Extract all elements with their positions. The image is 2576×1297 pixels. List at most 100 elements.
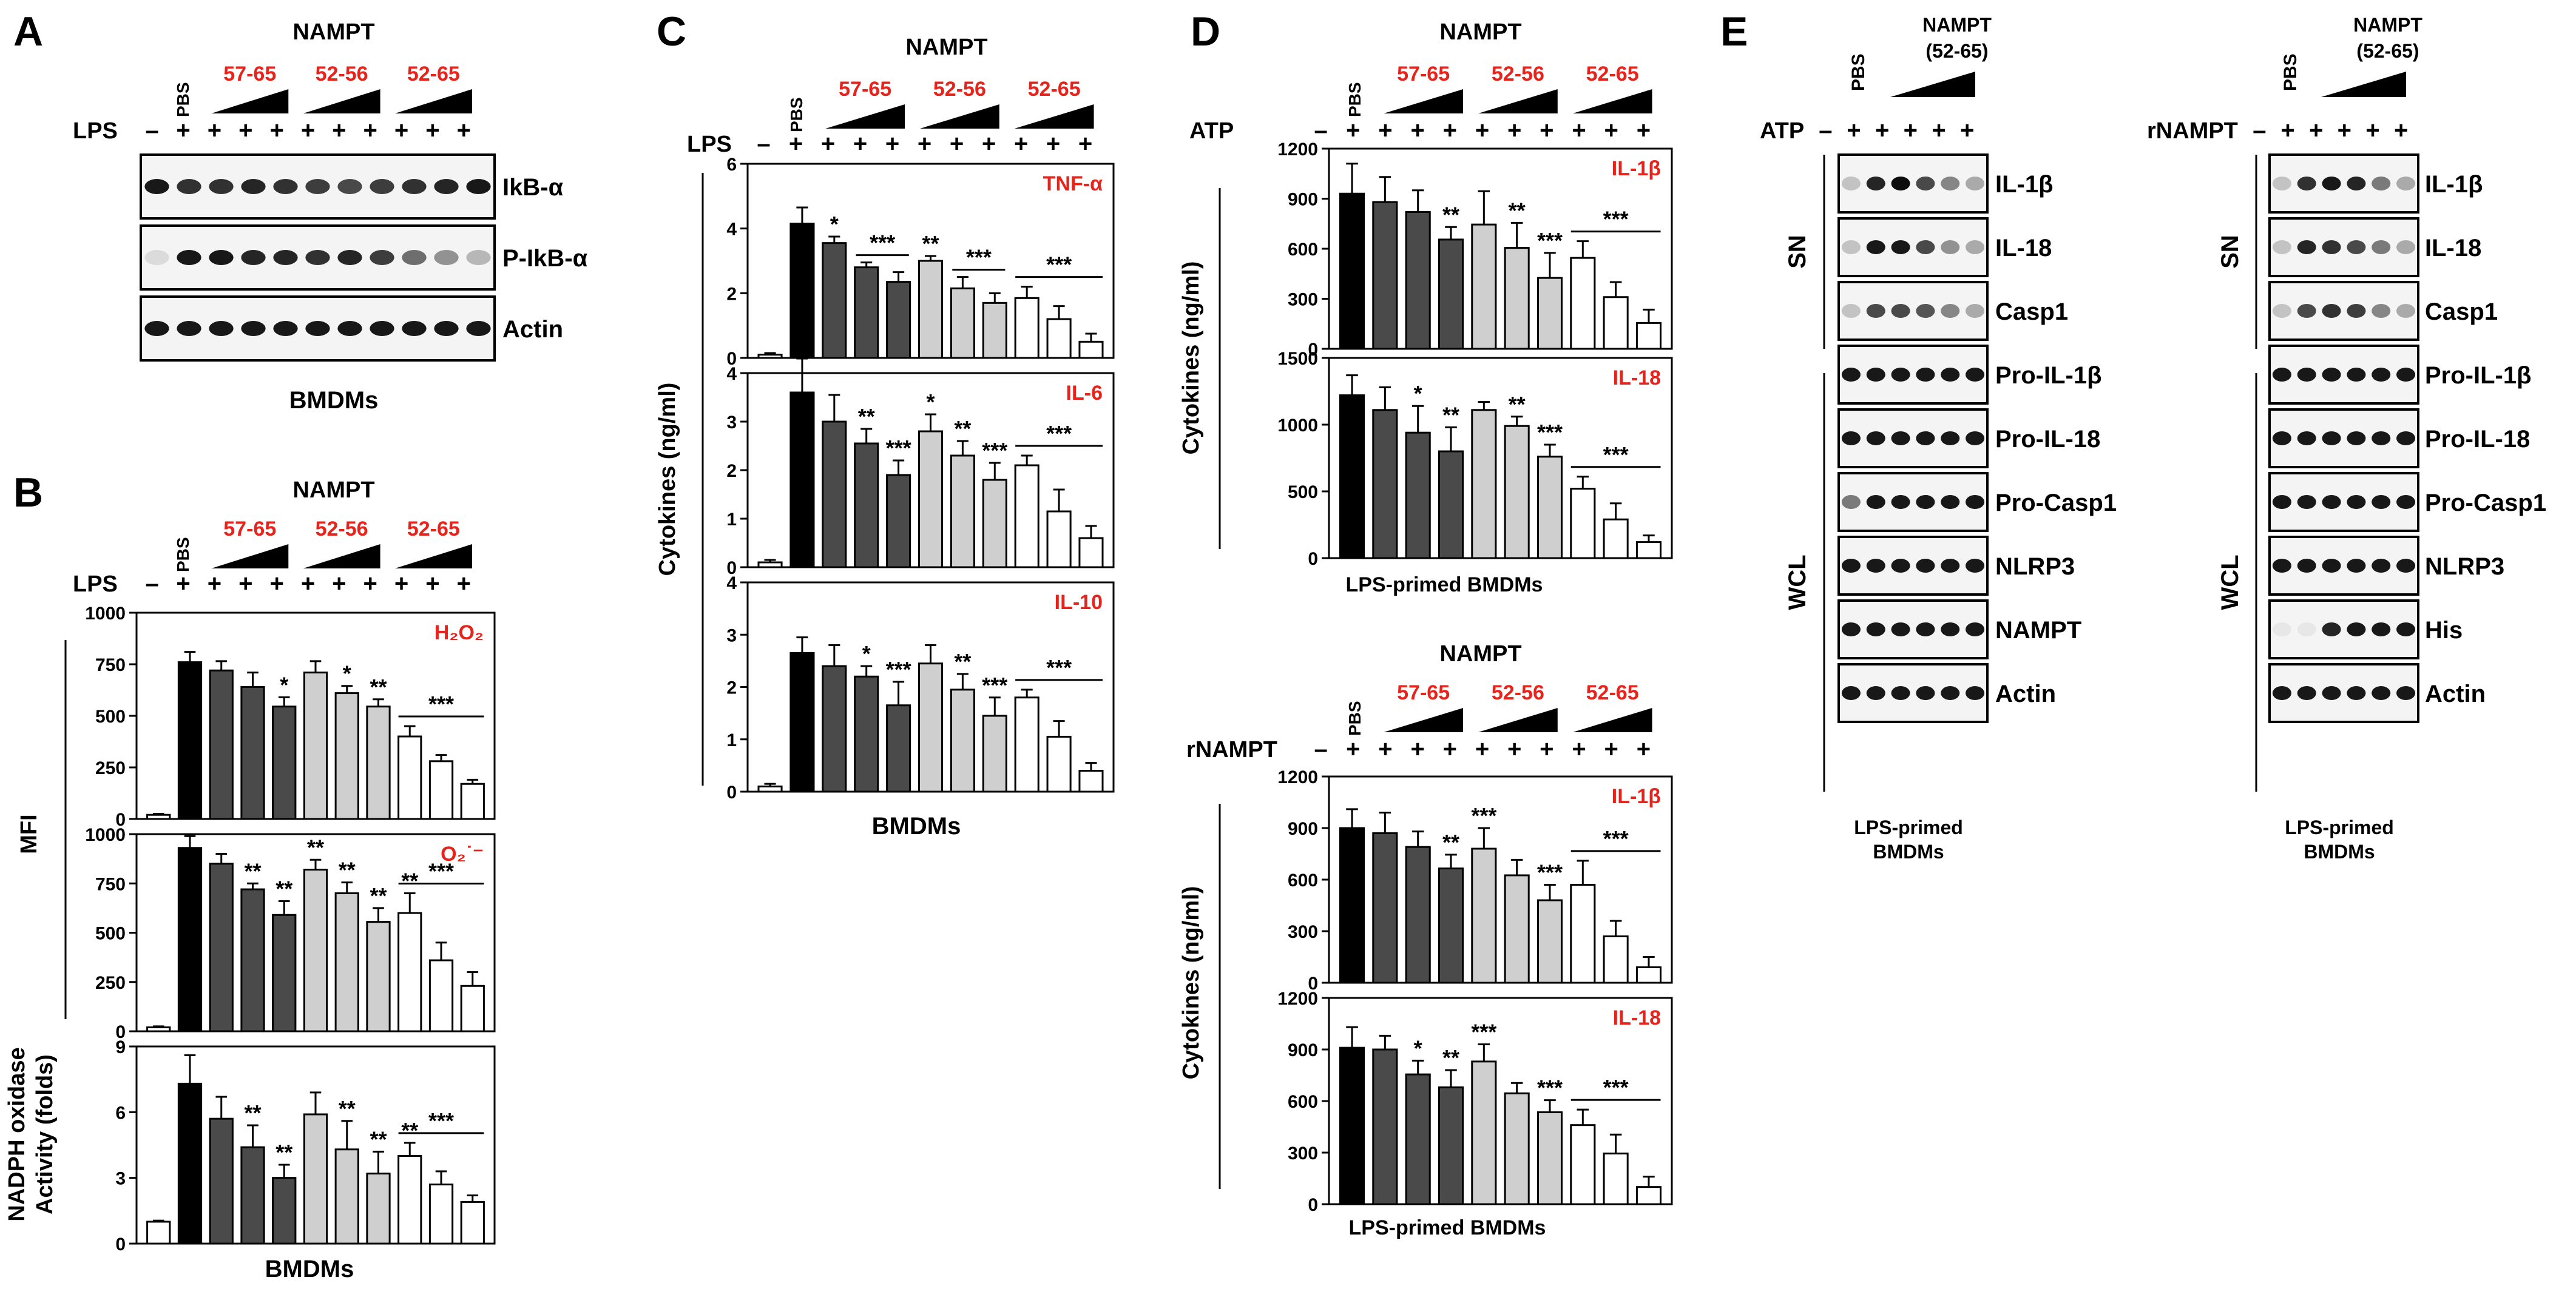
- blot-strip: [1837, 281, 1989, 341]
- panel-b-group-header: PBS 57-65 52-56 52-65: [174, 517, 472, 572]
- blot-band: [144, 250, 169, 265]
- blot-band: [1941, 686, 1960, 701]
- blot-band: [1916, 622, 1935, 637]
- treatment-sign: +: [1507, 736, 1521, 763]
- bar: [950, 287, 975, 359]
- treatment-sign: +: [238, 117, 252, 144]
- y-tick-label: 1000: [1277, 416, 1318, 436]
- panel-e-right-cell-label-2: BMDMs: [2304, 841, 2375, 863]
- bar: [146, 814, 171, 820]
- blot-label: NLRP3: [2425, 553, 2504, 580]
- y-tick-label: 4: [726, 573, 737, 593]
- blot-band: [1966, 494, 1985, 510]
- blot-band: [2371, 494, 2391, 510]
- chart-title: IL-18: [1613, 1006, 1661, 1029]
- bar: [1078, 770, 1104, 793]
- blot-label: NLRP3: [1995, 553, 2075, 580]
- significance-label: **: [1442, 202, 1459, 227]
- blot-band: [2371, 303, 2391, 318]
- blot-band: [1916, 303, 1935, 318]
- bar: [950, 689, 975, 793]
- treatment-sign: +: [1046, 130, 1060, 157]
- panel-d-group-header-bottom: PBS 57-65 52-56 52-65: [1345, 681, 1652, 736]
- treatment-sign: –: [1314, 736, 1327, 763]
- chart-title: IL-18: [1613, 366, 1661, 389]
- bar: [1603, 296, 1629, 350]
- panel-c-cell-label: BMDMs: [872, 813, 961, 840]
- y-tick-label: 0: [115, 1022, 126, 1042]
- bar: [334, 1148, 359, 1245]
- significance-label: ***: [966, 245, 992, 270]
- header-group-label: 52-56: [316, 62, 368, 86]
- significance-label: ***: [870, 231, 895, 255]
- bar: [334, 692, 359, 820]
- treatment-sign: +: [2280, 117, 2294, 144]
- blot-band: [402, 321, 427, 336]
- blot-band: [337, 250, 362, 265]
- header-dose-wedge: [303, 544, 380, 568]
- blot-band: [305, 321, 330, 336]
- significance-label: **: [307, 835, 324, 860]
- bar: [1014, 696, 1040, 793]
- panel-e-right-wcl-label: WCL: [2217, 554, 2243, 610]
- blot-band: [2371, 622, 2391, 637]
- blot-strip: [1837, 536, 1989, 596]
- significance-label: **: [954, 416, 971, 441]
- y-tick-label: 750: [95, 655, 126, 675]
- significance-label: ***: [1537, 228, 1563, 253]
- treatment-sign: +: [363, 570, 377, 597]
- significance-label: **: [954, 649, 971, 674]
- panel-a-blots: IkB-α P-IkB-α Actin: [140, 153, 588, 362]
- y-tick-label: 300: [1288, 1144, 1318, 1164]
- significance-label: **: [370, 1127, 387, 1151]
- blot-band: [2396, 240, 2416, 255]
- blot-strip: [2268, 599, 2419, 659]
- header-group-label: 52-65: [1586, 681, 1639, 704]
- bar: [757, 785, 783, 793]
- panel-e-right-nampt: NAMPT: [2353, 14, 2422, 36]
- blot-band: [241, 250, 266, 265]
- bar: [366, 1172, 391, 1245]
- y-tick-label: 1200: [1277, 767, 1318, 787]
- bar: [1046, 735, 1072, 793]
- treatment-sign: +: [2338, 117, 2351, 144]
- blot-band: [144, 179, 169, 194]
- blot-band: [2272, 240, 2291, 255]
- panel-letter-a: A: [13, 8, 43, 55]
- bar: [1536, 277, 1563, 350]
- significance-label: *: [1414, 1036, 1422, 1060]
- panel-letter-e: E: [1720, 8, 1748, 55]
- bar: [1339, 827, 1365, 984]
- blot-band: [1866, 176, 1885, 191]
- y-tick-label: 1500: [1277, 349, 1318, 369]
- bar: [789, 652, 815, 793]
- header-group-label: 52-65: [407, 517, 460, 541]
- header-group-label: 57-65: [1397, 681, 1450, 704]
- bar: [460, 1201, 485, 1245]
- blot-band: [209, 321, 234, 336]
- header-dose-wedge: [211, 544, 289, 568]
- blot-band: [1866, 494, 1885, 510]
- header-group-label: 52-56: [1492, 681, 1544, 704]
- bar: [1014, 464, 1040, 568]
- blot-band: [2297, 686, 2316, 701]
- blot-band: [1866, 303, 1885, 318]
- bar: [1014, 297, 1040, 359]
- chart-title: IL-6: [1066, 382, 1103, 405]
- blot-band: [1891, 686, 1910, 701]
- blot-strip: [2268, 472, 2419, 532]
- blot-strip: [1837, 153, 1989, 214]
- panel-e: E PBS NAMPT (52-65) ATP – + + + + + IL-1βIL-1…: [1720, 8, 2546, 863]
- treatment-sign: +: [269, 117, 283, 144]
- treatment-sign: +: [1507, 117, 1521, 144]
- blot-band: [1916, 367, 1935, 382]
- blot-label: Pro-IL-18: [1995, 426, 2100, 453]
- significance-label: **: [1442, 830, 1459, 855]
- y-tick-label: 4: [726, 220, 737, 240]
- significance-label: **: [858, 404, 875, 429]
- blot-band: [370, 250, 394, 265]
- blot-band: [1866, 558, 1885, 573]
- bar: [1570, 257, 1596, 350]
